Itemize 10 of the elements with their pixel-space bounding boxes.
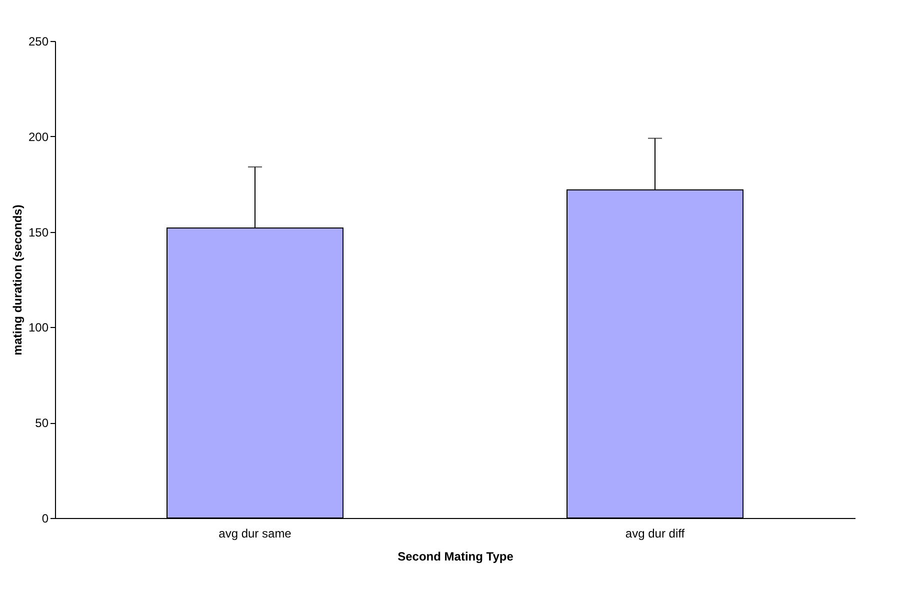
y-tick-label: 50 xyxy=(35,416,49,430)
y-tick-label: 250 xyxy=(28,34,49,48)
y-tick-label: 150 xyxy=(28,225,49,240)
x-tick-label: avg dur same xyxy=(218,526,292,540)
y-tick-label: 0 xyxy=(42,512,49,526)
y-tick-label: 100 xyxy=(28,320,49,335)
x-tick-label: avg dur diff xyxy=(625,526,686,540)
y-axis-title: mating duration (seconds) xyxy=(10,204,24,356)
y-tick-label: 200 xyxy=(28,130,49,144)
x-axis-title: Second Mating Type xyxy=(398,550,514,564)
